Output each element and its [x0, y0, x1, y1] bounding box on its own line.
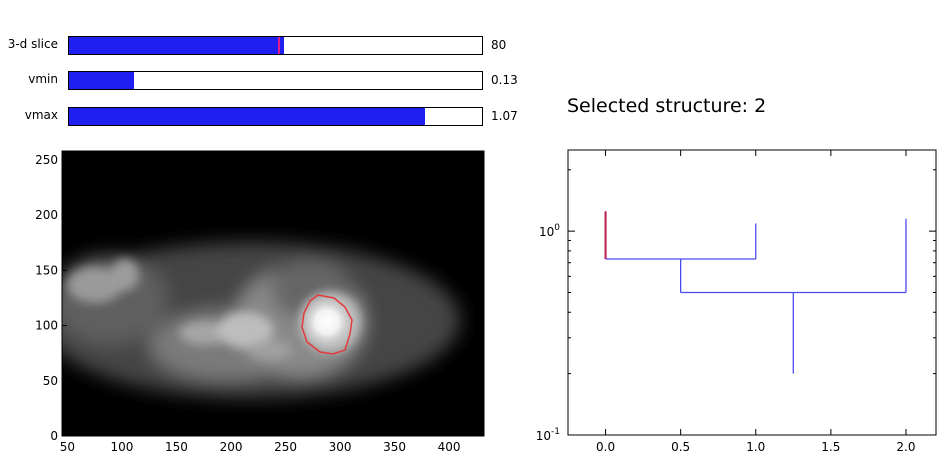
image-x-tick-label: 100: [111, 440, 134, 454]
dendrogram-y-tick-label: 100: [539, 223, 560, 239]
dendrogram-x-tick-label: 0.0: [596, 440, 615, 454]
dendrogram-x-tick-label: 0.5: [671, 440, 690, 454]
image-y-tick-label: 100: [35, 319, 58, 333]
image-x-tick-label: 400: [438, 440, 461, 454]
slider-vmin[interactable]: [68, 71, 483, 90]
dendrogram-x-tick-label: 1.5: [821, 440, 840, 454]
image-y-axis: 0 50 100 150 200 250: [35, 153, 67, 443]
image-x-tick-label: 300: [329, 440, 352, 454]
selected-structure-label: Selected structure: 2: [567, 95, 767, 117]
slider-fill-3d-slice: [69, 37, 284, 54]
intensity-image: [62, 151, 484, 436]
slider-fill-vmin: [69, 72, 135, 89]
slider-value-3d-slice: 80: [491, 38, 507, 52]
dendrogram-y-tick-label: 10-1: [536, 427, 560, 443]
dendrogram-panel[interactable]: 0.0 0.5 1.0 1.5 2.0 100 10-1: [536, 149, 937, 454]
dendrogram-x-axis: 0.0 0.5 1.0 1.5 2.0: [596, 150, 916, 454]
image-x-tick-label: 350: [383, 440, 406, 454]
dendrogram-lines: [604, 211, 907, 374]
slider-label-vmin: vmin: [28, 72, 58, 86]
image-x-tick-label: 250: [274, 440, 297, 454]
slider-value-vmax: 1.07: [491, 109, 518, 123]
structure-contour: [301, 294, 353, 355]
slider-fill-vmax: [69, 108, 426, 125]
dendrogram-y-axis: 100 10-1: [536, 169, 936, 443]
image-x-tick-label: 50: [60, 440, 75, 454]
image-y-tick-label: 250: [35, 153, 58, 167]
dendrogram-x-tick-label: 2.0: [896, 440, 915, 454]
slider-label-vmax: vmax: [24, 108, 58, 122]
slider-value-vmin: 0.13: [491, 73, 518, 87]
image-y-tick-label: 150: [35, 263, 58, 277]
image-y-tick-label: 0: [50, 429, 58, 443]
image-y-tick-label: 50: [43, 374, 58, 388]
slider-marker-3d-slice: [277, 37, 280, 54]
image-x-tick-label: 150: [165, 440, 188, 454]
image-x-tick-label: 200: [220, 440, 243, 454]
image-x-axis: 50 100 150 200 250 300 350 400: [60, 431, 461, 454]
slider-3d-slice[interactable]: [68, 36, 483, 55]
image-y-tick-label: 200: [35, 208, 58, 222]
slider-vmax[interactable]: [68, 107, 483, 126]
slider-label-3d-slice: 3-d slice: [7, 37, 58, 51]
dendrogram-x-tick-label: 1.0: [746, 440, 765, 454]
